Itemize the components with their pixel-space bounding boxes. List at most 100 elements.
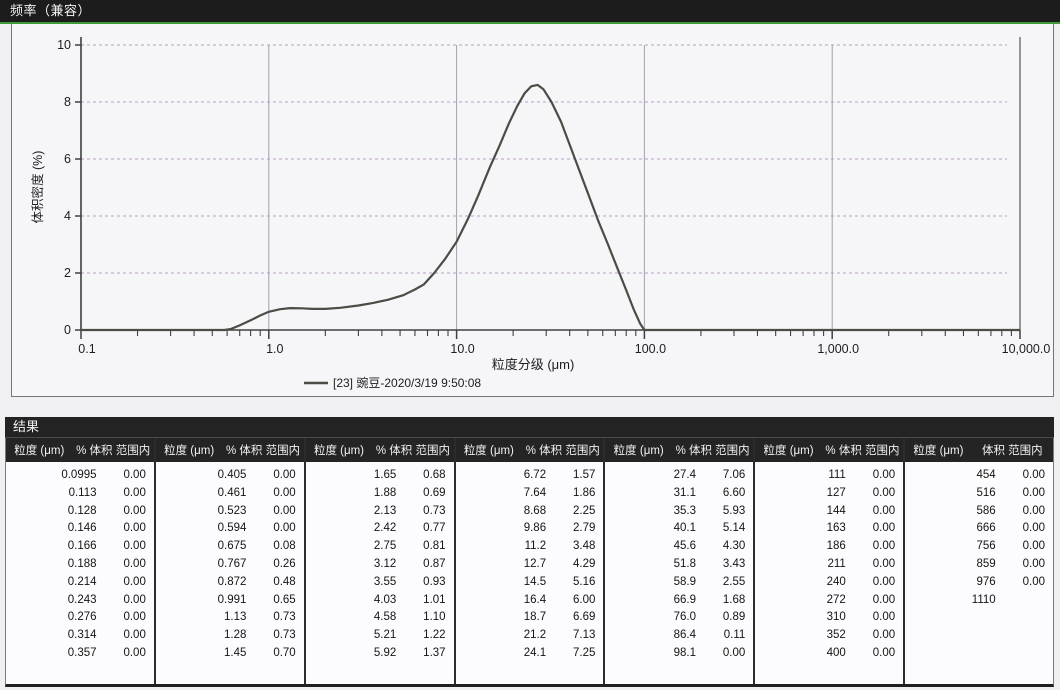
cell-size: 98.1	[673, 646, 696, 659]
table-row: 45.6 4.30	[605, 538, 753, 556]
table-row: 2.75 0.81	[306, 538, 454, 556]
cell-size: 16.4	[523, 593, 547, 606]
table-row: 11.2 3.48	[456, 538, 604, 556]
table-row: 211 0.00	[755, 556, 903, 574]
column-header-pct: % 体积 范围内	[76, 445, 151, 457]
table-row: 516 0.00	[905, 485, 1053, 503]
cell-size: 5.92	[373, 646, 397, 659]
table-row: 1.13 0.73	[156, 609, 304, 627]
cell-percent: 5.93	[722, 504, 746, 517]
column-header-size: 粒度 (μm)	[164, 445, 215, 457]
cell-size: 240	[826, 575, 846, 588]
cell-size: 7.64	[523, 486, 547, 499]
table-row: 976 0.00	[905, 574, 1053, 592]
x-tick-label: 100.0	[635, 342, 666, 356]
cell-percent: 0.00	[273, 504, 296, 517]
cell-percent: 6.60	[722, 486, 746, 499]
cell-size: 0.243	[67, 593, 97, 606]
table-row: 1110	[905, 592, 1053, 610]
cell-percent: 5.16	[573, 575, 596, 588]
table-row: 40.1 5.14	[605, 520, 753, 538]
results-column-group: 粒度 (μm) % 体积 范围内 6.72 1.57 7.64 1.86 8.68 2.25 9…	[455, 438, 606, 684]
cell-size: 6.72	[523, 469, 547, 481]
table-row: 272 0.00	[755, 592, 903, 610]
y-tick-label: 10	[57, 38, 71, 52]
cell-size: 516	[976, 486, 996, 499]
y-tick-label: 2	[64, 266, 71, 280]
table-row: 454 0.00	[905, 467, 1053, 485]
cell-size: 1.13	[224, 611, 247, 624]
table-row: 0.461 0.00	[156, 485, 304, 503]
cell-size: 0.214	[67, 575, 97, 588]
cell-percent: 0.26	[273, 557, 296, 570]
table-row: 2.42 0.77	[306, 520, 454, 538]
cell-percent: 7.06	[722, 469, 746, 481]
table-row: 4.03 1.01	[306, 592, 454, 610]
cell-size: 76.0	[673, 611, 696, 624]
cell-percent: 1.01	[423, 593, 446, 606]
cell-size: 11.2	[524, 540, 547, 553]
cell-percent: 0.00	[1022, 557, 1045, 570]
cell-percent: 0.11	[723, 629, 746, 642]
chart-area: 0.1 1.0 10.0 100.0 1,000.0 10,000.0 0 2 4 6 8 10 体积密…	[11, 24, 1054, 397]
cell-percent: 0.00	[872, 557, 896, 570]
cell-size: 14.5	[523, 575, 547, 588]
y-axis-title: 体积密度 (%)	[30, 151, 45, 224]
table-row: 27.4 7.06	[605, 467, 753, 485]
table-row: 352 0.00	[755, 627, 903, 645]
column-header-pct: % 体积 范围内	[675, 445, 750, 457]
table-row: 12.7 4.29	[456, 556, 604, 574]
table-row: 0.991 0.65	[156, 592, 304, 610]
legend-label: [23] 豌豆-2020/3/19 9:50:08	[333, 375, 481, 390]
cell-percent: 4.29	[573, 557, 596, 570]
y-tick-label: 0	[64, 323, 71, 337]
table-row: 16.4 6.00	[456, 592, 604, 610]
cell-percent: 0.00	[872, 629, 896, 642]
cell-percent: 0.93	[423, 575, 446, 588]
table-row: 0.128 0.00	[6, 503, 154, 521]
cell-percent: 0.00	[1022, 469, 1045, 481]
cell-size: 0.991	[217, 593, 247, 606]
cell-percent: 0.00	[123, 611, 146, 624]
cell-percent: 0.00	[123, 593, 146, 606]
cell-percent: 3.48	[573, 540, 596, 553]
cell-percent: 0.00	[123, 646, 146, 659]
table-row: 35.3 5.93	[605, 503, 753, 521]
table-row: 6.72 1.57	[456, 467, 604, 485]
cell-percent: 0.00	[872, 486, 896, 499]
results-table: 粒度 (μm)% 体积 范围内 0.0995 0.00 0.113 0.00 0.128 0…	[5, 438, 1054, 687]
table-row: 4.58 1.10	[306, 609, 454, 627]
cell-size: 0.146	[67, 522, 97, 535]
cell-percent: 0.00	[1022, 540, 1045, 553]
table-row: 86.4 0.11	[605, 627, 753, 645]
x-tick-label: 1.0	[266, 342, 283, 356]
cell-size: 0.166	[67, 540, 97, 553]
cell-size: 0.767	[217, 557, 247, 570]
cell-size: 0.461	[217, 486, 247, 499]
table-row: 0.214 0.00	[6, 574, 154, 592]
table-row: 1.28 0.73	[156, 627, 304, 645]
cell-percent: 2.25	[573, 504, 596, 517]
cell-percent: 0.77	[423, 522, 446, 535]
cell-size: 272	[826, 593, 846, 606]
table-row: 76.0 0.89	[605, 609, 753, 627]
column-header-size: 粒度 (μm)	[463, 445, 514, 457]
table-row: 756 0.00	[905, 538, 1053, 556]
cell-size: 1.28	[224, 629, 247, 642]
cell-size: 163	[826, 522, 846, 535]
cell-size: 45.6	[673, 540, 696, 553]
cell-percent: 0.00	[872, 646, 896, 659]
table-row: 666 0.00	[905, 520, 1053, 538]
cell-size: 4.03	[373, 593, 397, 606]
table-row: 310 0.00	[755, 609, 903, 627]
table-row: 7.64 1.86	[456, 485, 604, 503]
cell-percent: 0.00	[1022, 575, 1045, 588]
cell-percent: 0.87	[423, 557, 446, 570]
cell-size: 859	[976, 557, 996, 570]
cell-percent: 0.00	[123, 557, 146, 570]
column-group-body: 111 0.00 127 0.00 144 0.00 163 0.00 186 0.00 211 0.…	[755, 462, 903, 684]
y-tick-label: 4	[64, 209, 71, 223]
table-row: 14.5 5.16	[456, 574, 604, 592]
cell-size: 40.1	[673, 522, 696, 535]
cell-percent: 0.00	[872, 611, 896, 624]
